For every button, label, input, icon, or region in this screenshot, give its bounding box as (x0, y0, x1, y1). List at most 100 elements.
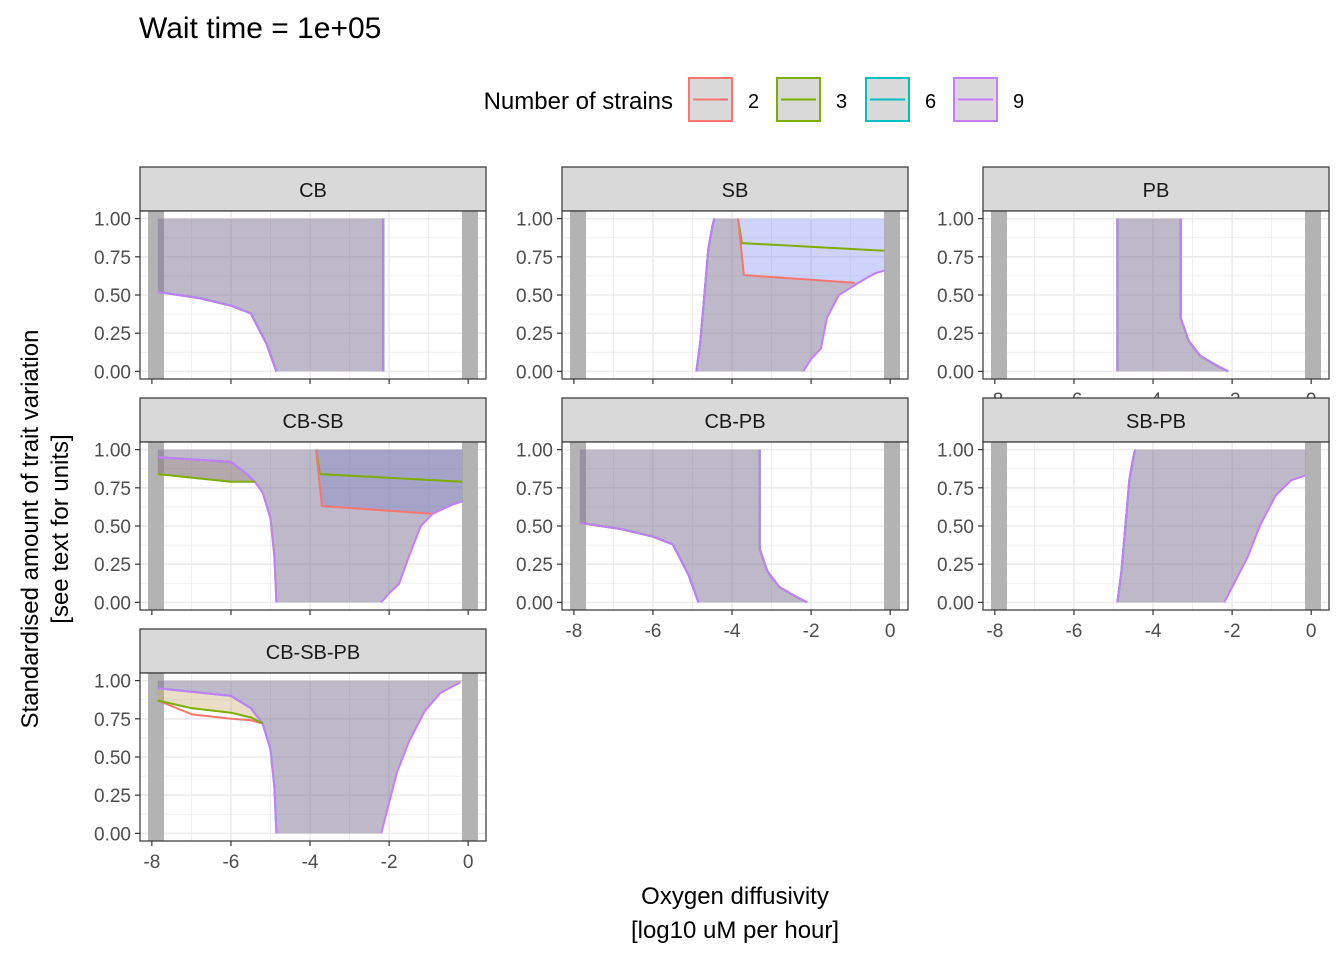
boundary-line-strains-2 (315, 449, 433, 515)
region-blue-0 (738, 218, 885, 283)
boundary-line-strains-9 (1116, 449, 1137, 603)
x-axis-label-line1: Oxygen diffusivity (641, 883, 829, 910)
edge-band-left (570, 211, 586, 379)
boundary-line-strains-9 (157, 290, 278, 372)
boundary-line-strains-3 (157, 699, 264, 725)
legend: Number of strains 2 3 6 9 (484, 77, 1024, 122)
y-tick-label: 0.25 (94, 555, 131, 576)
facet-strip (561, 397, 909, 443)
y-tick-label: 0.25 (94, 786, 131, 807)
edge-band-right (1305, 442, 1321, 610)
facet-strip-label: SB (722, 180, 749, 202)
y-tick-label: 0.25 (94, 324, 131, 345)
y-tick-label: 0.50 (94, 286, 131, 307)
facet-pb: PB0.000.250.500.751.00-8-6-4-20 (937, 166, 1330, 411)
boundary-line-strains-9 (1179, 218, 1229, 373)
edge-band-left (991, 211, 1007, 379)
edge-band-left (148, 673, 164, 841)
facet-strip-label: CB (299, 180, 327, 202)
facet-strip-label: CB-SB-PB (266, 642, 360, 664)
legend-label-3: 3 (836, 91, 847, 113)
y-tick-label: 1.00 (937, 441, 974, 462)
boundary-line-strains-9 (758, 449, 808, 604)
y-tick-label: 1.00 (937, 210, 974, 231)
x-tick-label: -8 (143, 852, 160, 873)
x-tick-label: 0 (463, 852, 474, 873)
facet-panels: CB 0.00 0.25 0.50 0.75 1.00 SB 0.00 0.25 0.50 0.75… (94, 166, 1330, 873)
facet-strip (561, 166, 909, 212)
facet-strip-label: PB (1143, 180, 1170, 202)
y-tick-label: 1.00 (516, 441, 553, 462)
y-tick-label: 0.00 (937, 362, 974, 383)
y-tick-label: 0.00 (516, 362, 553, 383)
facet-sb-pb: SB-PB 0.00 0.25 0.50 0.75 1.00 -8 -6 -4 -2 0 (937, 397, 1330, 642)
x-tick-label: -2 (381, 852, 398, 873)
legend-label-9: 9 (1013, 91, 1024, 113)
y-tick-label: 0.50 (937, 286, 974, 307)
x-tick-label: -6 (222, 852, 239, 873)
facet-cb-sb-pb: CB-SB-PB 0.00 0.25 0.50 0.75 1.00 -8 -6 -4 -2 0 (94, 628, 487, 873)
region-main-0 (579, 449, 808, 603)
facet-strip-label: CB-PB (704, 411, 765, 433)
facet-cb-sb: CB-SB 0.00 0.25 0.50 0.75 1.00 (94, 397, 487, 615)
x-tick-label: -8 (986, 621, 1003, 642)
region-main-2 (157, 449, 463, 603)
edge-band-right (462, 211, 478, 379)
boundary-line-strains-9 (380, 681, 461, 834)
edge-band-right (462, 442, 478, 610)
x-tick-label: -8 (565, 621, 582, 642)
y-tick-label: 0.25 (516, 555, 553, 576)
facet-sb: SB 0.00 0.25 0.50 0.75 1.00 (516, 166, 909, 384)
boundary-line-strains-9 (380, 500, 463, 604)
facet-strip (982, 166, 1330, 212)
y-tick-label: 0.00 (94, 593, 131, 614)
y-tick-label: 1.00 (94, 672, 131, 693)
chart-title: Wait time = 1e+05 (139, 12, 381, 45)
boundary-line-strains-9 (695, 218, 716, 372)
x-axis-label-line2: [log10 uM per hour] (631, 917, 839, 944)
x-tick-label: -6 (1065, 621, 1082, 642)
boundary-line-strains-9 (157, 456, 256, 483)
y-tick-label: 1.00 (94, 441, 131, 462)
legend-label-6: 6 (925, 91, 936, 113)
legend-keys: 2 3 6 9 (688, 77, 1024, 122)
facet-cb: CB 0.00 0.25 0.50 0.75 1.00 (94, 166, 487, 384)
y-tick-label: 0.00 (94, 362, 131, 383)
y-axis-label-line2: [see text for units] (47, 434, 74, 623)
y-tick-label: 0.75 (516, 248, 553, 269)
y-tick-label: 0.00 (94, 824, 131, 845)
y-tick-label: 0.75 (94, 248, 131, 269)
region-main-1 (696, 218, 885, 372)
y-tick-label: 0.50 (937, 517, 974, 538)
y-tick-label: 1.00 (516, 210, 553, 231)
facet-strip (139, 166, 487, 212)
y-tick-label: 0.75 (516, 479, 553, 500)
region-main-0 (1117, 449, 1306, 603)
y-tick-label: 0.50 (516, 286, 553, 307)
region-main-0 (1117, 218, 1229, 372)
facet-cb-pb: CB-PB 0.00 0.25 0.50 0.75 1.00 -8 -6 -4 -2 0 (516, 397, 909, 642)
y-tick-label: 0.00 (937, 593, 974, 614)
boundary-line-strains-9 (1223, 474, 1306, 603)
boundary-line-strains-2 (737, 218, 855, 284)
y-tick-label: 0.50 (516, 517, 553, 538)
facet-strip-label: CB-SB (282, 411, 343, 433)
boundary-line-strains-2 (157, 699, 263, 725)
y-tick-label: 1.00 (94, 210, 131, 231)
facet-strip-label: SB-PB (1126, 411, 1186, 433)
x-tick-label: -2 (1224, 621, 1241, 642)
y-tick-label: 0.50 (94, 517, 131, 538)
y-tick-label: 0.00 (516, 593, 553, 614)
edge-band-right (884, 211, 900, 379)
boundary-line-strains-9 (579, 521, 700, 603)
x-tick-label: 0 (885, 621, 896, 642)
y-tick-label: 0.50 (94, 748, 131, 769)
y-tick-label: 0.75 (937, 479, 974, 500)
y-axis-label-line1: Standardised amount of trait variation (17, 330, 44, 729)
region-main-0 (157, 218, 384, 372)
x-tick-label: -4 (302, 852, 319, 873)
y-tick-label: 0.25 (937, 555, 974, 576)
legend-title: Number of strains (484, 88, 673, 115)
edge-band-right (462, 673, 478, 841)
